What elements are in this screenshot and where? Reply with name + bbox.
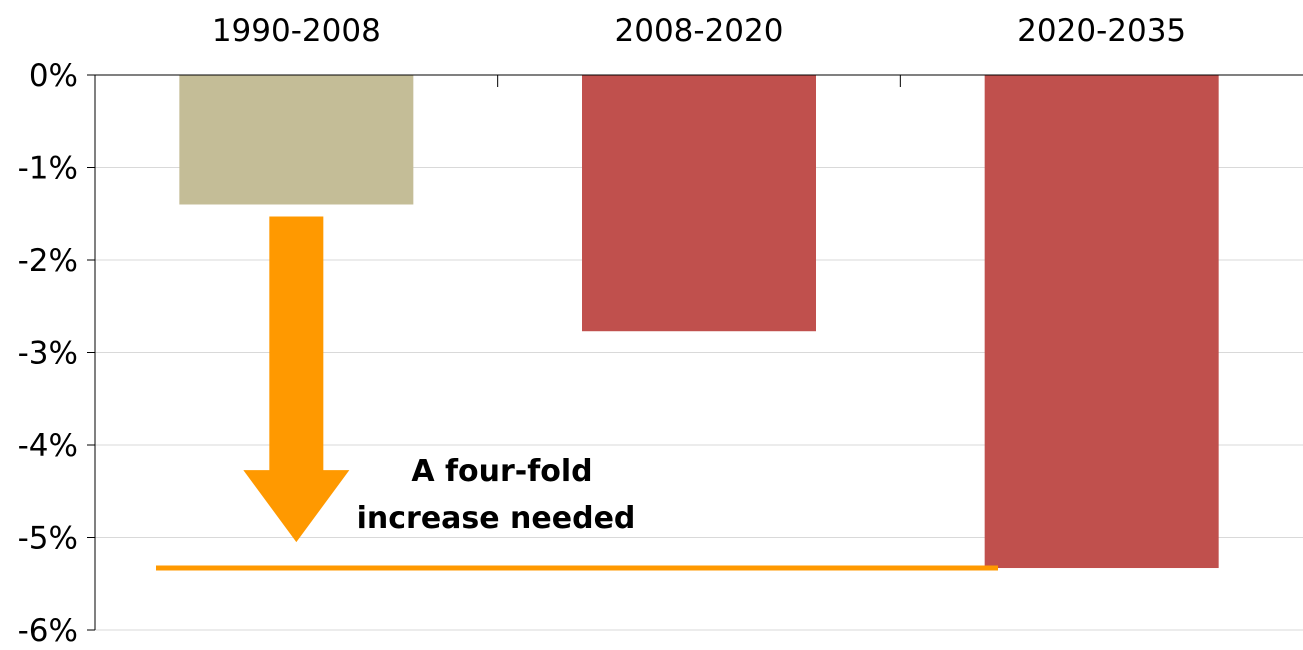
bars <box>179 75 1219 569</box>
y-tick-label: 0% <box>29 58 78 94</box>
category-label: 2008-2020 <box>615 13 784 49</box>
y-tick-label: -4% <box>18 428 78 464</box>
y-tick-label: -3% <box>18 336 78 372</box>
down-arrow-icon <box>243 216 350 543</box>
y-tick-label: -6% <box>18 613 78 646</box>
annotation: A four-fold increase needed <box>156 216 998 571</box>
category-label: 2020-2035 <box>1017 13 1186 49</box>
bar <box>984 75 1219 569</box>
category-label: 1990-2008 <box>212 13 381 49</box>
bar <box>179 75 414 205</box>
y-tick-label: -1% <box>18 151 78 187</box>
annotation-line-2: increase needed <box>357 501 636 536</box>
axes: 0% -1% -2% -3% -4% -5% -6% 1990-2008 2008-2020 20… <box>18 13 1303 649</box>
annotation-line-1: A four-fold <box>411 454 592 489</box>
y-tick-label: -2% <box>18 243 78 279</box>
y-tick-label: -5% <box>18 521 78 557</box>
bar <box>582 75 816 332</box>
